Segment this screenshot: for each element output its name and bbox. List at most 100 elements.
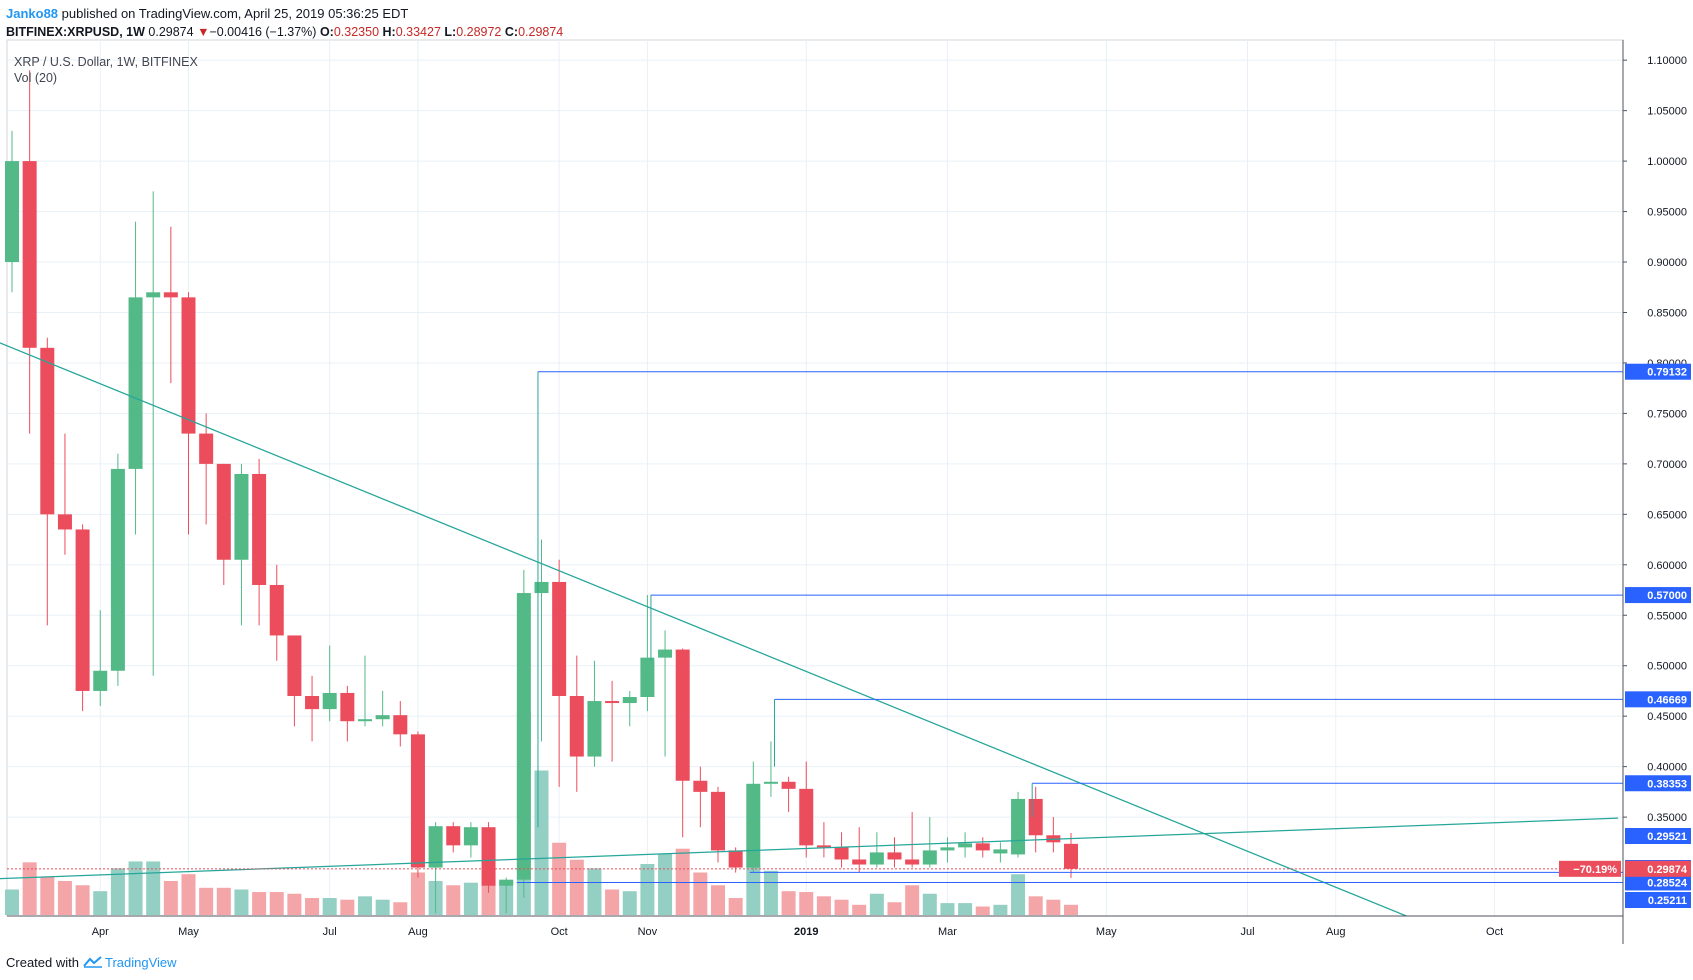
publish-header: Janko88 published on TradingView.com, Ap… [6,6,408,22]
y-tick-label: 0.95000 [1647,207,1687,219]
volume-bar [940,903,955,915]
x-tick-label: Apr [92,926,109,938]
candles [5,70,1078,913]
extra-price-tag [1625,828,1691,844]
tradingview-brand[interactable]: TradingView [104,955,177,970]
volume-bar [622,891,637,915]
current-price-label: 0.29874 [1647,864,1688,876]
volume-bar [463,882,478,915]
trendline [0,342,1407,917]
volume-bar [675,848,690,915]
candle-body [1064,843,1078,869]
low-value: 0.28972 [456,25,502,39]
volume-bars [5,711,1078,915]
x-tick-label: Mar [938,926,957,938]
candle-body [658,649,673,658]
published-text: published on TradingView.com, April 25, … [61,6,409,21]
level-price-label: 0.79132 [1647,367,1687,379]
x-tick-label: Nov [638,926,658,938]
candle-body [975,843,990,851]
candle-body [128,297,143,469]
y-tick-label: 0.75000 [1647,408,1687,420]
candle-body [358,719,372,722]
candle-body [5,161,19,263]
candle-body [463,827,478,846]
volume-bar [22,862,37,915]
x-tick-label: Aug [1326,926,1346,938]
volume-bar [1011,874,1026,915]
volume-bar [534,770,549,915]
volume-bar [75,885,90,915]
volume-bar [199,887,214,915]
candle-body [252,473,267,585]
level-price-tag [1625,363,1691,380]
volume-bar [905,885,920,915]
level-price-tag [1625,587,1691,604]
x-tick-label: Oct [551,926,568,938]
candle-body [746,783,761,868]
volume-bar [569,859,584,915]
candle-body [322,692,337,710]
change-label: −70.19% [1573,864,1617,876]
candle-body [163,292,178,298]
level-price-tag [1625,874,1691,891]
change-tag [1559,860,1621,877]
candle-body [993,849,1008,854]
low-label: L: [444,25,457,39]
candle-body [305,695,320,710]
level-price-tag [1625,691,1691,708]
y-tick-label: 1.00000 [1647,156,1687,168]
candle-body [146,292,161,298]
footer: Created with TradingView [6,955,177,972]
last-price: 0.29874 [148,25,194,39]
volume-bar [587,868,602,915]
y-tick-label: 0.35000 [1647,812,1687,824]
volume-bar [57,881,72,915]
volume-bar [693,872,708,915]
high-label: H: [382,25,396,39]
symbol-label: BITFINEX:XRPUSD, 1W [6,25,145,39]
candle-body [869,852,884,865]
candle-body [216,463,231,560]
volume-bar [252,892,267,915]
volume-bar [446,885,461,915]
y-tick-label: 0.50000 [1647,661,1687,673]
candle-body [799,788,814,846]
candle-body [711,791,725,851]
author-name[interactable]: Janko88 [6,6,59,21]
current-price-tag [1625,860,1691,877]
volume-bar [852,904,867,915]
candle-body [534,581,549,594]
volume-bar [287,893,302,915]
candle-body [887,852,902,860]
volume-bar [181,874,196,915]
candle-body [940,847,955,851]
candle-body [199,433,214,464]
volume-bar [358,896,372,915]
candle-body [22,161,37,348]
extra-price-tag [1625,892,1691,908]
volume-bar [410,872,425,915]
volume-bar [552,842,567,915]
volume-bar [305,898,320,915]
candle-body [375,715,390,720]
volume-bar [5,889,19,915]
candle-body [587,701,602,757]
volume-bar [1046,899,1061,915]
trendline [0,817,1619,880]
candle-body [340,692,355,722]
x-tick-label: May [178,926,199,938]
volume-bar [658,853,673,915]
candle-body [675,649,690,781]
open-value: 0.32350 [333,25,380,39]
level-price-label: 0.28524 [1647,877,1688,889]
candle-body [40,347,55,515]
chart-title: XRP / U.S. Dollar, 1W, BITFINEX [14,55,198,69]
candle-body [640,657,655,697]
volume-bar [234,889,249,915]
candle-body [446,826,461,846]
y-tick-label: 0.90000 [1647,257,1687,269]
volume-bar [711,885,725,915]
volume-bar [163,881,178,915]
